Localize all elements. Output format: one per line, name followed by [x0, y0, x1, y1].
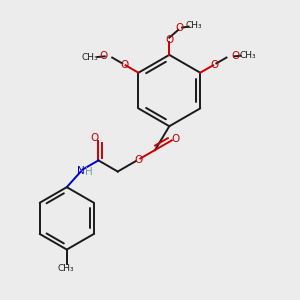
Text: H: H: [85, 167, 93, 177]
Text: O: O: [134, 155, 142, 165]
Text: CH₃: CH₃: [58, 264, 74, 273]
Text: O: O: [172, 134, 180, 144]
Text: O: O: [210, 59, 218, 70]
Text: O: O: [176, 22, 184, 32]
Text: O: O: [99, 51, 107, 62]
Text: O: O: [232, 51, 240, 62]
Text: CH₃: CH₃: [186, 21, 202, 30]
Text: O: O: [90, 133, 99, 143]
Text: O: O: [120, 59, 128, 70]
Text: O: O: [165, 35, 173, 45]
Text: CH₃: CH₃: [82, 53, 98, 62]
Text: CH₃: CH₃: [239, 51, 256, 60]
Text: N: N: [76, 166, 84, 176]
